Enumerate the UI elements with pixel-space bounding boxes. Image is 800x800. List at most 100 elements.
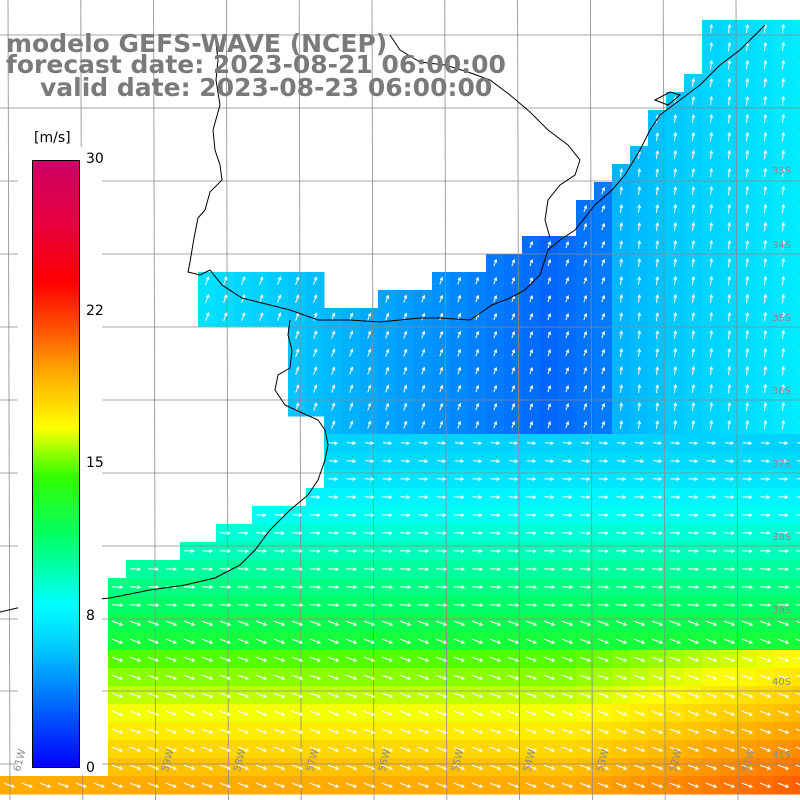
wind-arrow bbox=[471, 638, 484, 644]
wind-arrow bbox=[745, 401, 750, 412]
wind-arrow bbox=[781, 221, 786, 232]
wind-arrow bbox=[727, 419, 732, 430]
wind-arrow bbox=[511, 312, 516, 321]
wind-arrow bbox=[165, 782, 178, 788]
wind-arrow bbox=[580, 477, 591, 481]
wind-arrow bbox=[273, 603, 286, 608]
wind-arrow bbox=[619, 204, 624, 213]
wind-arrow bbox=[507, 728, 520, 734]
wind-cell bbox=[792, 686, 800, 705]
wind-arrow bbox=[781, 419, 786, 430]
wind-arrow bbox=[763, 77, 768, 88]
wind-arrow bbox=[795, 674, 800, 678]
wind-arrow bbox=[237, 638, 250, 644]
wind-arrow bbox=[727, 59, 732, 70]
wind-arrow bbox=[669, 603, 682, 608]
wind-arrow bbox=[489, 674, 502, 680]
wind-arrow bbox=[129, 728, 142, 734]
wind-arrow bbox=[579, 728, 592, 734]
wind-arrow bbox=[544, 549, 555, 553]
wind-arrow bbox=[454, 441, 465, 445]
wind-arrow bbox=[453, 620, 466, 626]
wind-arrow bbox=[781, 131, 786, 142]
wind-arrow bbox=[363, 782, 376, 788]
wind-arrow bbox=[399, 620, 412, 626]
wind-arrow bbox=[655, 150, 660, 159]
wind-arrow bbox=[111, 656, 124, 662]
wind-arrow bbox=[795, 604, 800, 606]
wind-arrow bbox=[651, 692, 664, 698]
wind-arrow bbox=[454, 513, 465, 517]
wind-arrow bbox=[727, 221, 732, 232]
wind-arrow bbox=[399, 692, 412, 698]
wind-arrow bbox=[291, 638, 304, 644]
wind-arrow bbox=[345, 674, 358, 680]
wind-arrow bbox=[670, 531, 681, 535]
map-title: modelo GEFS-WAVE (NCEP) bbox=[6, 29, 388, 58]
wind-arrow bbox=[525, 692, 538, 698]
wind-arrow bbox=[601, 366, 606, 375]
wind-arrow bbox=[310, 549, 321, 553]
wind-arrow bbox=[439, 402, 444, 411]
wind-arrow bbox=[759, 710, 772, 716]
wind-arrow bbox=[705, 710, 718, 716]
wind-arrow bbox=[367, 348, 372, 357]
wind-arrow bbox=[745, 149, 750, 160]
wind-arrow bbox=[727, 149, 732, 160]
wind-arrow bbox=[472, 549, 483, 553]
wind-arrow bbox=[598, 459, 609, 463]
wind-arrow bbox=[723, 585, 736, 590]
wind-arrow bbox=[669, 656, 682, 662]
wind-arrow bbox=[165, 746, 178, 752]
wind-arrow bbox=[727, 383, 732, 394]
wind-arrow bbox=[364, 477, 375, 481]
wind-arrow bbox=[673, 150, 678, 160]
wind-arrow bbox=[619, 384, 624, 393]
wind-arrow bbox=[201, 710, 214, 716]
wind-arrow bbox=[741, 620, 754, 626]
wind-arrow bbox=[346, 531, 357, 535]
wind-arrow bbox=[727, 311, 732, 322]
wind-arrow bbox=[763, 221, 768, 232]
wind-cell bbox=[792, 128, 800, 147]
wind-arrow bbox=[705, 620, 718, 626]
wind-arrow bbox=[597, 656, 610, 662]
wind-arrow bbox=[493, 402, 498, 411]
wind-arrow bbox=[579, 764, 592, 770]
wind-arrow bbox=[435, 728, 448, 734]
wind-arrow bbox=[471, 746, 484, 752]
wind-arrow bbox=[273, 692, 286, 698]
wind-arrow bbox=[453, 656, 466, 662]
wind-arrow bbox=[795, 746, 800, 750]
wind-arrow bbox=[579, 674, 592, 680]
wind-arrow bbox=[39, 782, 52, 788]
wind-arrow bbox=[634, 441, 645, 445]
wind-arrow bbox=[511, 402, 516, 411]
wind-arrow bbox=[763, 383, 768, 394]
wind-arrow bbox=[435, 620, 448, 626]
wind-arrow bbox=[364, 459, 375, 463]
lat-label: 35S bbox=[772, 313, 792, 324]
wind-arrow bbox=[310, 495, 321, 499]
wind-arrow bbox=[669, 585, 682, 590]
wind-arrow bbox=[417, 567, 430, 572]
wind-cell bbox=[792, 452, 800, 471]
wind-arrow bbox=[615, 567, 628, 572]
colorbar-tick: 8 bbox=[86, 608, 95, 624]
wind-arrow bbox=[418, 513, 429, 517]
wind-arrow bbox=[763, 347, 768, 358]
wind-arrow bbox=[688, 459, 699, 463]
wind-arrow bbox=[763, 275, 768, 286]
wind-arrow bbox=[331, 348, 336, 357]
wind-arrow bbox=[381, 746, 394, 752]
wind-arrow bbox=[511, 348, 516, 357]
wind-arrow bbox=[328, 513, 339, 517]
wind-arrow bbox=[616, 531, 627, 535]
wind-arrow bbox=[292, 531, 303, 535]
wind-arrow bbox=[147, 603, 160, 608]
wind-arrow bbox=[615, 656, 628, 662]
wind-arrow bbox=[579, 567, 592, 572]
wind-arrow bbox=[363, 603, 376, 608]
wind-arrow bbox=[723, 620, 736, 626]
wind-arrow bbox=[655, 240, 660, 249]
